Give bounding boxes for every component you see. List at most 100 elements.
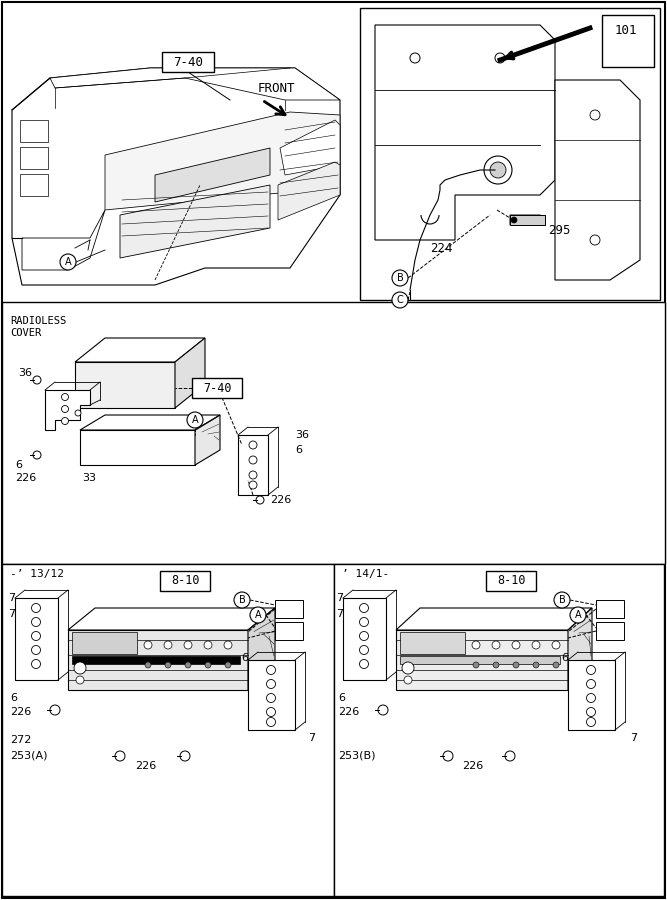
Bar (275, 600, 303, 618)
Circle shape (473, 662, 479, 668)
Text: B: B (559, 595, 566, 605)
Circle shape (570, 607, 586, 623)
Text: 226: 226 (270, 495, 291, 505)
Circle shape (404, 676, 412, 684)
Circle shape (360, 604, 368, 613)
Circle shape (512, 641, 520, 649)
Polygon shape (343, 598, 386, 680)
Bar (192, 378, 242, 398)
Circle shape (495, 53, 505, 63)
Text: 6: 6 (561, 653, 568, 663)
Text: A: A (575, 610, 582, 620)
Bar (162, 52, 214, 72)
Text: 6: 6 (10, 693, 17, 703)
Circle shape (145, 662, 151, 668)
Polygon shape (75, 362, 175, 408)
Circle shape (180, 751, 190, 761)
Circle shape (256, 496, 264, 504)
Text: 6: 6 (295, 445, 302, 455)
Text: ’ 14/1-: ’ 14/1- (342, 569, 390, 579)
Circle shape (586, 680, 596, 688)
Polygon shape (568, 608, 592, 690)
Text: 7: 7 (8, 609, 15, 619)
Circle shape (392, 270, 408, 286)
Text: 272: 272 (10, 735, 31, 745)
Circle shape (492, 641, 500, 649)
Circle shape (267, 694, 275, 703)
Circle shape (513, 662, 519, 668)
Polygon shape (175, 338, 205, 408)
Text: 226: 226 (10, 707, 31, 717)
Text: 36: 36 (295, 430, 309, 440)
Polygon shape (248, 608, 275, 690)
Polygon shape (555, 80, 640, 280)
Bar (602, 15, 654, 67)
Circle shape (50, 705, 60, 715)
Bar (160, 571, 210, 591)
Circle shape (267, 680, 275, 688)
Circle shape (204, 641, 212, 649)
Polygon shape (248, 660, 295, 730)
Polygon shape (278, 162, 340, 220)
Polygon shape (22, 210, 105, 270)
Text: 6: 6 (15, 460, 22, 470)
Circle shape (74, 662, 86, 674)
Bar (596, 600, 624, 618)
Circle shape (505, 751, 515, 761)
Text: 6: 6 (338, 693, 345, 703)
Circle shape (493, 662, 499, 668)
Circle shape (590, 235, 600, 245)
Circle shape (61, 418, 69, 425)
Text: B: B (397, 273, 404, 283)
Circle shape (511, 217, 517, 223)
Text: RADIOLESS
COVER: RADIOLESS COVER (10, 316, 66, 338)
Circle shape (61, 406, 69, 412)
Text: 36: 36 (18, 368, 32, 378)
Text: 7: 7 (336, 609, 343, 619)
Circle shape (249, 481, 257, 489)
Bar (275, 622, 303, 640)
Circle shape (472, 641, 480, 649)
Circle shape (234, 592, 250, 608)
Text: 7: 7 (336, 593, 343, 603)
Text: 226: 226 (135, 761, 156, 771)
Circle shape (31, 604, 41, 613)
Circle shape (554, 592, 570, 608)
Circle shape (185, 662, 191, 668)
Polygon shape (80, 415, 220, 430)
Circle shape (205, 662, 211, 668)
Bar (510, 215, 545, 225)
Circle shape (224, 641, 232, 649)
Circle shape (392, 292, 408, 308)
Polygon shape (155, 148, 270, 202)
Polygon shape (195, 415, 220, 465)
Text: B: B (239, 595, 245, 605)
Circle shape (187, 412, 203, 428)
Circle shape (249, 471, 257, 479)
Text: 226: 226 (15, 473, 36, 483)
Circle shape (31, 632, 41, 641)
Polygon shape (68, 608, 275, 630)
Circle shape (33, 451, 41, 459)
Text: A: A (255, 610, 261, 620)
Circle shape (61, 393, 69, 400)
Polygon shape (120, 185, 270, 258)
Polygon shape (360, 8, 660, 300)
Circle shape (144, 641, 152, 649)
Polygon shape (280, 120, 340, 175)
Text: 7-40: 7-40 (203, 382, 231, 394)
Bar (20, 120, 48, 142)
Text: 7: 7 (8, 593, 15, 603)
Bar (2, 564, 334, 896)
Bar (20, 174, 48, 196)
Text: 295: 295 (548, 223, 570, 237)
Polygon shape (45, 390, 90, 430)
Text: A: A (191, 415, 198, 425)
Circle shape (533, 662, 539, 668)
Circle shape (115, 751, 125, 761)
Polygon shape (396, 630, 568, 690)
Circle shape (443, 751, 453, 761)
Text: 253(A): 253(A) (10, 751, 47, 761)
Circle shape (590, 110, 600, 120)
Circle shape (402, 662, 414, 674)
